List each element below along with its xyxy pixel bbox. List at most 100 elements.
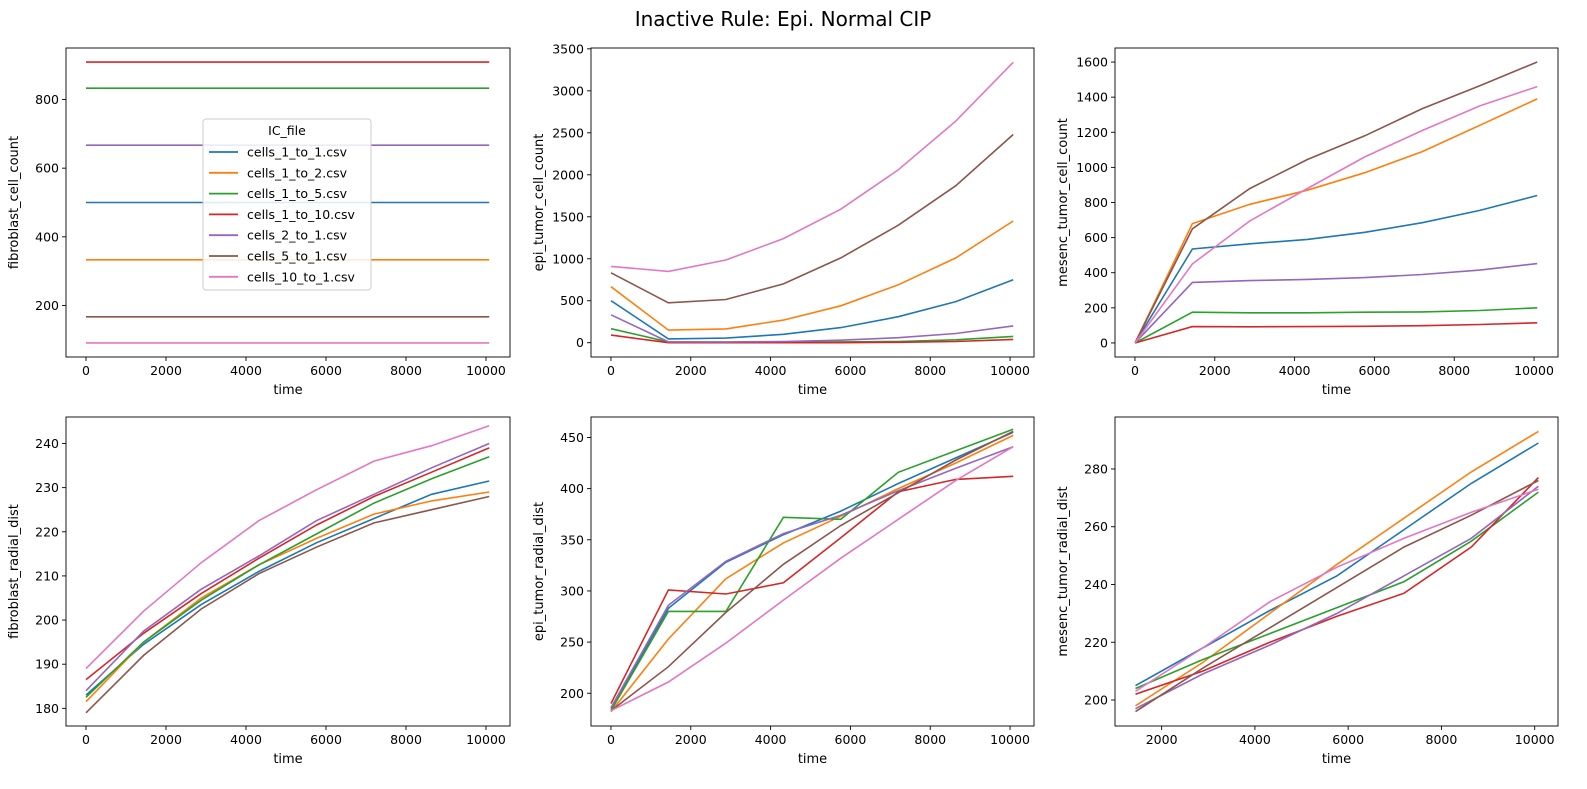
x-axis-label: time [1322, 383, 1351, 398]
series-line-4 [1135, 477, 1539, 695]
x-tick-label: 4000 [1239, 732, 1271, 747]
y-tick-label: 3500 [552, 41, 584, 56]
y-tick-label: 600 [1084, 230, 1108, 245]
series-line-1 [85, 480, 490, 696]
series-line-7 [610, 61, 1014, 273]
plot-frame [65, 416, 511, 727]
x-axis-label: time [1322, 752, 1351, 767]
series-line-3 [610, 428, 1014, 712]
series-line-5 [1134, 262, 1538, 344]
series-line-3 [85, 455, 490, 698]
x-tick-label: 2000 [150, 363, 182, 378]
series-line-4 [1134, 322, 1538, 344]
x-tick-label: 0 [607, 363, 615, 378]
series-line-7 [1134, 85, 1538, 344]
x-tick-label: 2000 [675, 732, 707, 747]
x-tick-label: 6000 [835, 732, 867, 747]
y-tick-label: 250 [560, 635, 584, 650]
y-tick-label: 180 [35, 701, 59, 716]
y-axis-label: fibroblast_radial_dist [7, 504, 22, 639]
series-line-2 [610, 434, 1014, 713]
figure-title: Inactive Rule: Epi. Normal CIP [635, 7, 932, 31]
x-tick-label: 0 [607, 732, 615, 747]
series-line-6 [610, 133, 1014, 304]
y-axis-label: mesenc_tumor_cell_count [1056, 118, 1071, 287]
series-line-6 [1135, 479, 1539, 713]
x-tick-label: 6000 [1332, 732, 1364, 747]
y-tick-label: 1000 [552, 251, 584, 266]
series-line-2 [1135, 430, 1539, 707]
y-tick-label: 220 [1084, 635, 1108, 650]
y-tick-label: 600 [35, 161, 59, 176]
series-line-6 [1134, 61, 1538, 344]
series-line-7 [85, 425, 490, 670]
y-tick-label: 400 [1084, 265, 1108, 280]
series-line-2 [1134, 98, 1538, 344]
x-axis-label: time [273, 752, 302, 767]
legend: IC_file cells_1_to_1.csv cells_1_to_2.csvc… [202, 118, 372, 291]
x-tick-label: 4000 [230, 363, 262, 378]
x-tick-label: 8000 [390, 732, 422, 747]
legend-entry-label: cells_10_to_1.csv [247, 269, 356, 284]
series-line-2 [610, 220, 1014, 331]
plot-frame [590, 47, 1035, 358]
y-axis-label: epi_tumor_radial_dist [532, 502, 547, 641]
y-tick-label: 280 [1084, 461, 1108, 476]
subplot-5: 0 2000 4000 6000 8000 10000 200 250 300 350 400 450… [532, 416, 1035, 767]
x-tick-label: 10000 [466, 732, 506, 747]
legend-entry-label: cells_1_to_10.csv [247, 207, 356, 222]
x-tick-label: 2000 [150, 732, 182, 747]
y-tick-label: 800 [35, 92, 59, 107]
x-tick-label: 8000 [1438, 363, 1470, 378]
y-axis-label: mesenc_tumor_radial_dist [1056, 486, 1071, 656]
y-tick-label: 500 [560, 293, 584, 308]
y-tick-label: 0 [1100, 335, 1108, 350]
y-tick-label: 450 [560, 430, 584, 445]
x-tick-label: 8000 [1426, 732, 1458, 747]
x-tick-label: 6000 [310, 732, 342, 747]
y-tick-label: 0 [576, 335, 584, 350]
series-line-5 [610, 314, 1014, 343]
series-line-2 [85, 491, 490, 703]
y-tick-label: 230 [35, 480, 59, 495]
y-tick-label: 1400 [1076, 90, 1108, 105]
series-line-4 [85, 447, 490, 681]
series-line-3 [1134, 307, 1538, 344]
y-tick-label: 3000 [552, 83, 584, 98]
series-line-4 [610, 334, 1014, 344]
series-line-6 [610, 430, 1014, 712]
series-line-7 [1135, 488, 1539, 692]
y-tick-label: 2000 [552, 167, 584, 182]
y-tick-label: 400 [560, 481, 584, 496]
subplot-6: 2000 4000 6000 8000 10000 200 220 240 260 280 time… [1056, 416, 1559, 767]
x-tick-label: 8000 [914, 732, 946, 747]
subplot-4: 0 2000 4000 6000 8000 10000 180 190 200 210 220 230… [7, 416, 511, 767]
series-line-3 [1135, 491, 1539, 690]
x-tick-label: 2000 [1199, 363, 1231, 378]
x-tick-label: 10000 [1514, 363, 1554, 378]
legend-entry-label: cells_1_to_2.csv [247, 165, 348, 180]
series-line-1 [610, 279, 1014, 340]
series-line-4 [610, 475, 1014, 704]
legend-entry-label: cells_5_to_1.csv [247, 249, 348, 264]
y-tick-label: 240 [35, 436, 59, 451]
x-axis-label: time [798, 752, 827, 767]
y-tick-label: 1600 [1076, 55, 1108, 70]
series-line-5 [1135, 485, 1539, 710]
x-tick-label: 2000 [1146, 732, 1178, 747]
legend-entry-label: cells_2_to_1.csv [247, 228, 348, 243]
x-tick-label: 0 [1131, 363, 1139, 378]
legend-entry-label: cells_1_to_5.csv [247, 186, 348, 201]
legend-title: IC_file [268, 123, 306, 138]
series-line-5 [85, 442, 490, 692]
series-line-7 [610, 446, 1014, 712]
x-tick-label: 2000 [675, 363, 707, 378]
y-tick-label: 800 [1084, 195, 1108, 210]
x-axis-label: time [798, 383, 827, 398]
series-line-1 [610, 431, 1014, 709]
y-tick-label: 200 [1084, 693, 1108, 708]
y-tick-label: 300 [560, 583, 584, 598]
subplot-3: 0 2000 4000 6000 8000 10000 0 200 400 600 800 1000 1… [1056, 47, 1559, 398]
y-tick-label: 220 [35, 524, 59, 539]
